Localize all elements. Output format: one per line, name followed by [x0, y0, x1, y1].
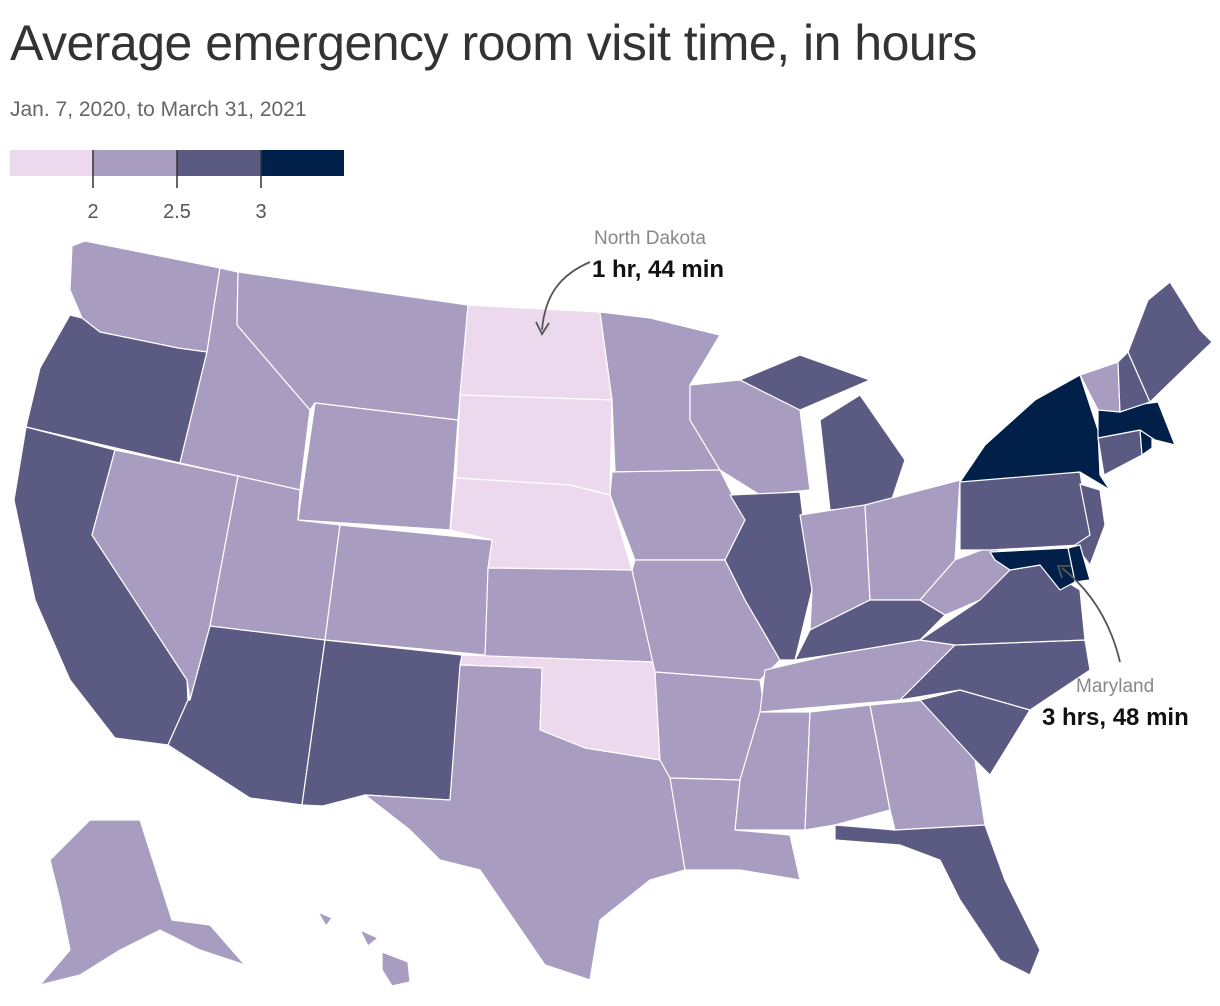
maryland-annotation-arrow: [1061, 567, 1121, 663]
state-kansas: [484, 567, 656, 666]
state-north-dakota: [459, 304, 613, 401]
legend-swatch-1: [10, 150, 93, 176]
maryland-annotation-label: Maryland: [1076, 676, 1155, 697]
state-mississippi: [734, 711, 811, 831]
legend-swatch-3: [177, 150, 261, 176]
legend-svg: 2 2.5 3: [10, 150, 344, 223]
state-hawaii: [317, 911, 411, 987]
north-dakota-arrow-head: [535, 321, 550, 336]
legend-tick-label-3: 3: [255, 201, 266, 223]
state-alabama: [804, 704, 891, 831]
legend-tick-label-2: 2.5: [163, 201, 191, 223]
state-wyoming: [297, 402, 459, 531]
chart-subtitle: Jan. 7, 2020, to March 31, 2021: [10, 98, 307, 121]
legend-swatch-2: [93, 150, 177, 176]
state-michigan: [739, 354, 906, 511]
state-florida: [834, 824, 1041, 976]
state-texas: [364, 664, 686, 981]
state-iowa: [609, 469, 746, 561]
north-dakota-annotation-label: North Dakota: [594, 228, 706, 249]
state-pennsylvania: [959, 471, 1091, 551]
state-massachusetts: [1097, 401, 1176, 446]
state-new-mexico: [301, 639, 463, 807]
state-new-york: [959, 374, 1111, 491]
maryland-arrow-head: [1056, 565, 1071, 579]
chart-title: Average emergency room visit time, in ho…: [10, 15, 977, 71]
state-alaska: [39, 819, 246, 986]
maryland-annotation-value: 3 hrs, 48 min: [1042, 704, 1189, 731]
state-maryland: [989, 547, 1076, 591]
legend-swatch-4: [261, 150, 344, 176]
state-new-jersey: [1074, 483, 1106, 566]
north-dakota-annotation-value: 1 hr, 44 min: [592, 256, 725, 283]
state-colorado: [324, 524, 493, 656]
legend-tick-label-1: 2: [87, 201, 98, 223]
color-legend: 2 2.5 3: [10, 150, 350, 240]
state-maine: [1127, 281, 1213, 403]
north-dakota-annotation-arrow: [541, 261, 591, 331]
